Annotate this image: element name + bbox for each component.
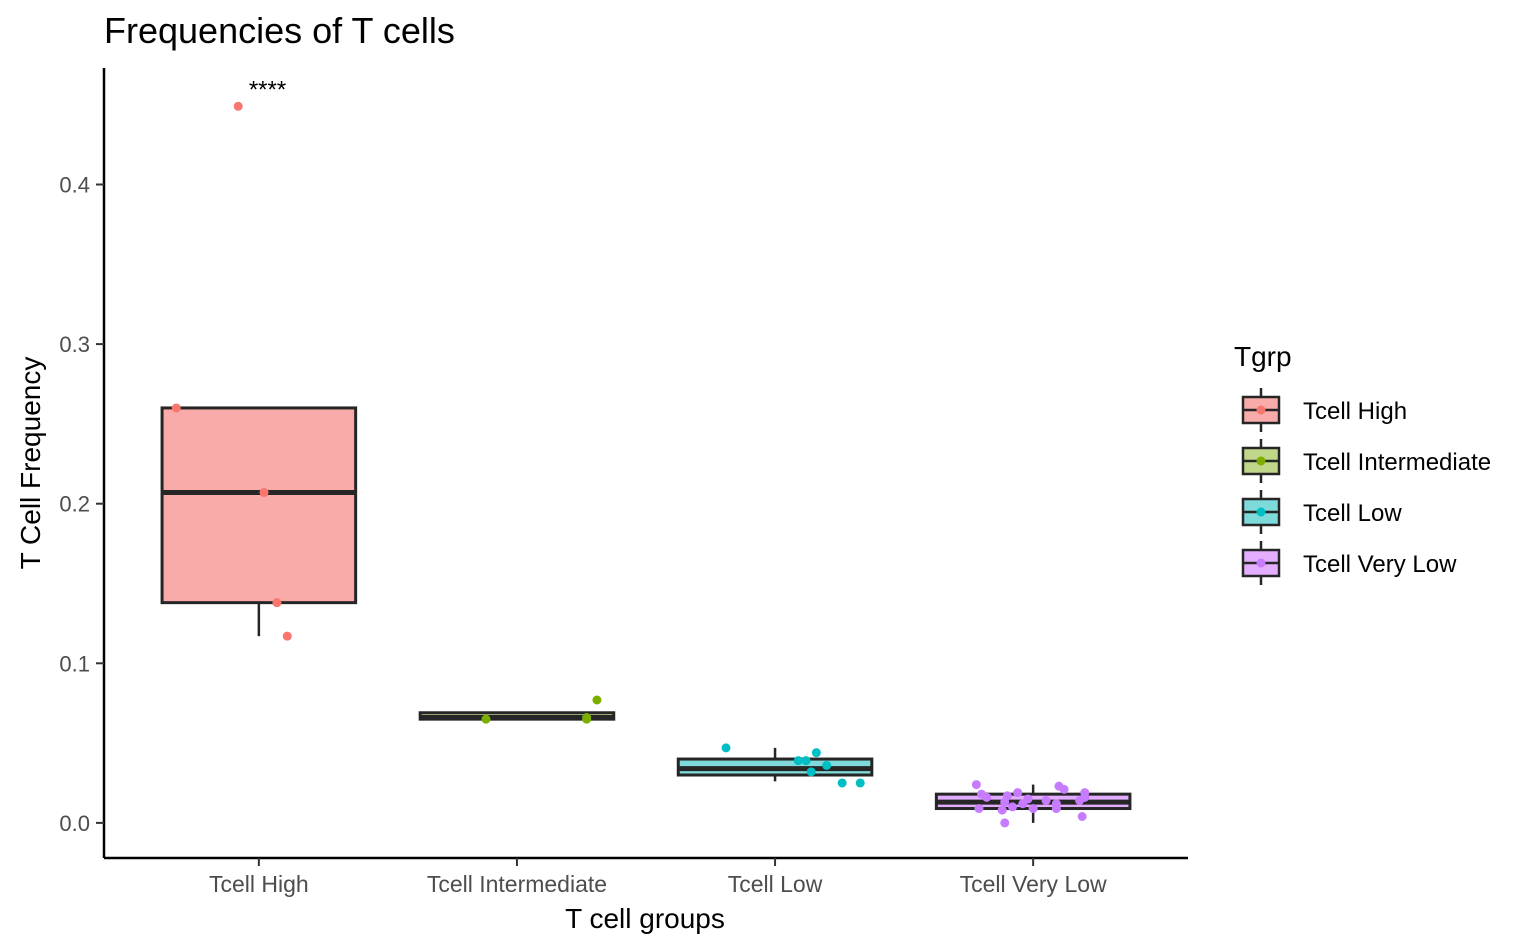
- data-point: [806, 767, 816, 777]
- data-point: [171, 403, 181, 413]
- x-axis-label: T cell groups: [565, 903, 725, 934]
- legend-label: Tcell High: [1303, 398, 1407, 425]
- data-point: [1059, 784, 1069, 794]
- data-point: [811, 748, 821, 758]
- data-point: [1077, 812, 1087, 822]
- legend-item-tcell-very-low: Tcell Very Low: [1241, 541, 1457, 585]
- data-point: [1041, 796, 1051, 806]
- box-tcell-very-low: [934, 780, 1132, 828]
- legend-key-point: [1256, 405, 1266, 415]
- data-point: [1007, 802, 1017, 812]
- y-tick-label: 0.2: [59, 492, 90, 517]
- y-tick-label: 0.4: [59, 173, 90, 198]
- box-iqr: [160, 406, 358, 605]
- x-tick-label: Tcell High: [209, 871, 309, 897]
- y-tick-label: 0.1: [59, 651, 90, 676]
- legend-item-tcell-intermediate: Tcell Intermediate: [1241, 439, 1491, 483]
- y-tick-label: 0.3: [59, 332, 90, 357]
- data-point: [1018, 799, 1028, 809]
- legend-label: Tcell Very Low: [1303, 551, 1457, 578]
- y-axis-label: T Cell Frequency: [15, 357, 46, 570]
- data-point: [481, 714, 491, 724]
- data-point: [1000, 797, 1010, 807]
- legend-title: Tgrp: [1234, 341, 1292, 372]
- data-point: [855, 778, 865, 788]
- data-point: [1028, 804, 1038, 814]
- data-point: [997, 805, 1007, 815]
- chart-title: Frequencies of T cells: [104, 10, 455, 51]
- x-tick-label: Tcell Low: [728, 871, 823, 897]
- data-point: [272, 598, 282, 608]
- plot-panel: 0.0 0.1 0.2 0.3 0.4 Tcell High Tcell Intermedi…: [59, 68, 1188, 897]
- data-point: [982, 792, 992, 802]
- legend-label: Tcell Low: [1303, 500, 1402, 527]
- box-tcell-high: [160, 101, 358, 641]
- box-tcell-low: [676, 743, 874, 788]
- data-point: [971, 780, 981, 790]
- legend-key-point: [1256, 507, 1266, 517]
- box-tcell-intermediate: [418, 695, 616, 724]
- data-point: [721, 743, 731, 753]
- legend-item-tcell-high: Tcell High: [1241, 388, 1407, 432]
- data-point: [793, 756, 803, 766]
- legend-label: Tcell Intermediate: [1303, 449, 1491, 476]
- data-point: [837, 778, 847, 788]
- data-point: [1013, 788, 1023, 798]
- y-tick-label: 0.0: [59, 811, 90, 836]
- legend-key-point: [1256, 456, 1266, 466]
- data-point: [1075, 796, 1085, 806]
- data-point: [801, 756, 811, 766]
- data-point: [974, 804, 984, 814]
- data-point: [282, 631, 292, 641]
- data-point: [592, 695, 602, 705]
- significance-annotation: ****: [249, 77, 286, 104]
- x-tick-label: Tcell Very Low: [960, 871, 1107, 897]
- legend-key-point: [1256, 558, 1266, 568]
- data-point: [1000, 818, 1010, 828]
- legend-item-tcell-low: Tcell Low: [1241, 490, 1402, 534]
- data-point: [233, 101, 243, 111]
- data-point: [259, 488, 269, 498]
- data-point: [822, 760, 832, 770]
- x-tick-label: Tcell Intermediate: [427, 871, 607, 897]
- data-point: [582, 714, 592, 724]
- data-point: [1051, 804, 1061, 814]
- legend: Tgrp Tcell High Tcell Intermediate Tcell Lo…: [1234, 341, 1491, 585]
